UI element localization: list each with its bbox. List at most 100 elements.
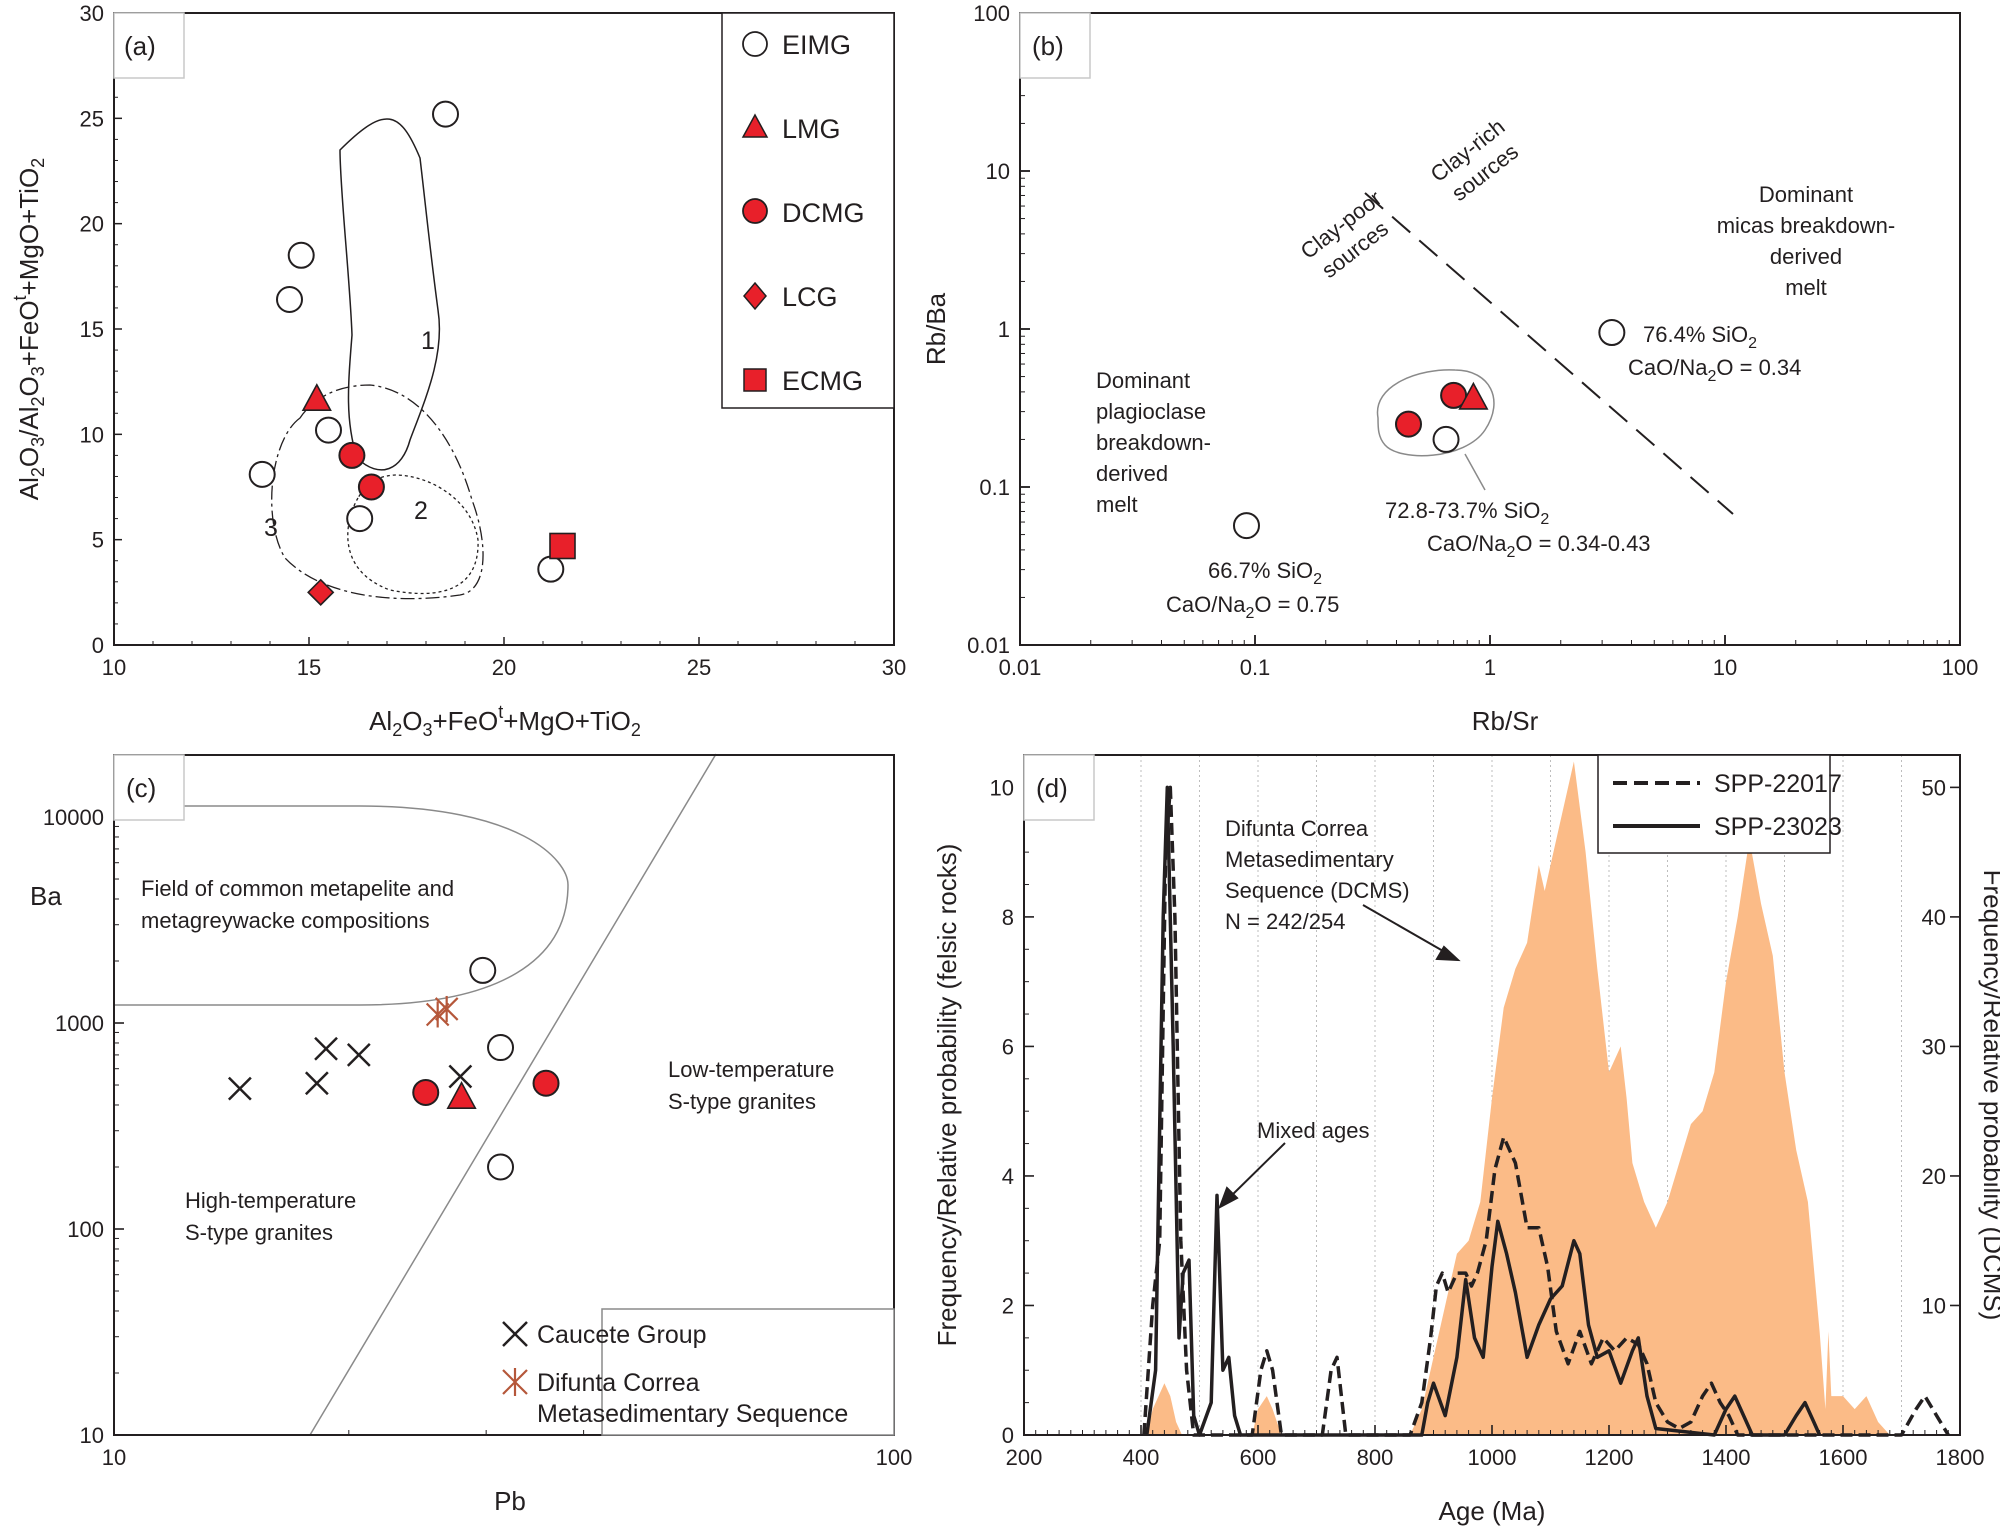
- d-xtick-label: 600: [1240, 1445, 1277, 1470]
- b-point-lmg: [1458, 381, 1489, 410]
- plag-text-2: plagioclase: [1096, 399, 1206, 424]
- c-ytick-label: 1000: [55, 1011, 104, 1036]
- legend-dcms-marker: [502, 1368, 528, 1396]
- a-ytick-label: 25: [80, 106, 104, 131]
- d-ytick-right-label: 30: [1922, 1034, 1946, 1059]
- c-point-eimg: [487, 1034, 515, 1062]
- d-ytick-right-label: 20: [1922, 1164, 1946, 1189]
- d-xtick-label: 1800: [1936, 1445, 1985, 1470]
- a-ytick-label: 0: [92, 633, 104, 658]
- legend-ecmg-marker: [743, 368, 767, 392]
- c-point-caucete-group: [304, 1071, 329, 1096]
- dcms-text-1: Difunta Correa: [1225, 816, 1369, 841]
- a-ytick-label: 20: [80, 212, 104, 237]
- legend-eimg-marker: [742, 31, 768, 57]
- micas-text-1: Dominant: [1759, 182, 1853, 207]
- annotation-667-cao: CaO/Na2O = 0.75: [1166, 592, 1339, 622]
- c-point-caucete-group: [314, 1036, 338, 1061]
- d-ytick-right-label: 50: [1922, 775, 1946, 800]
- panel-d-ylabel-left: Frequency/Relative probability (felsic r…: [932, 844, 962, 1347]
- panel-d: 200 400 600 800 1000 1200 1400 1600 1800 0 2 4 6 8 10 1…: [932, 754, 2000, 1526]
- c-point-eimg: [469, 956, 497, 984]
- a-ytick-label: 15: [80, 317, 104, 342]
- dcms-arrow: [1362, 904, 1461, 962]
- plagioclase-annotation: Dominant plagioclase breakdown- derived …: [1096, 368, 1211, 517]
- panel-d-label-box: (d): [1023, 754, 1095, 821]
- b-ytick-label: 1: [998, 317, 1010, 342]
- field-3-outline: [271, 384, 484, 600]
- panel-b-label: (b): [1032, 31, 1064, 61]
- a-point-dcmg: [357, 473, 385, 501]
- c-point-difunta-correa-metasedimentary-sequence: [434, 995, 459, 1022]
- b-xtick-label: 100: [1942, 655, 1979, 680]
- high-temp-text-1: High-temperature: [185, 1188, 356, 1213]
- panel-a-legend: EIMG LMG DCMG LCG ECMG: [721, 12, 895, 409]
- panel-d-legend: SPP-22017 SPP-23023: [1597, 754, 1842, 854]
- a-ytick-label: 30: [80, 1, 104, 26]
- dcms-text-4: N = 242/254: [1225, 909, 1345, 934]
- sample-group-outline: [1376, 369, 1495, 457]
- mixed-ages-text: Mixed ages: [1257, 1118, 1370, 1143]
- plag-text-1: Dominant: [1096, 368, 1190, 393]
- dcms-text-2: Metasedimentary: [1225, 847, 1394, 872]
- panel-c-frame: [113, 754, 895, 1436]
- dcms-text-3: Sequence (DCMS): [1225, 878, 1410, 903]
- panel-a-label-box: (a): [113, 12, 185, 79]
- low-temp-text-1: Low-temperature: [668, 1057, 834, 1082]
- a-xtick-label: 20: [492, 655, 516, 680]
- dcms-annotation: Difunta Correa Metasedimentary Sequence …: [1225, 816, 1410, 934]
- a-xtick-label: 10: [102, 655, 126, 680]
- a-point-eimg: [248, 460, 276, 488]
- micas-annotation: Dominant micas breakdown- derived melt: [1717, 182, 1896, 300]
- panel-c-xlabel: Pb: [494, 1486, 526, 1516]
- c-point-eimg: [487, 1153, 515, 1181]
- annotation-728-sio2: 72.8-73.7% SiO2: [1385, 498, 1549, 528]
- panel-d-series: [1142, 761, 1950, 1437]
- c-point-dcmg: [412, 1078, 440, 1106]
- legend-dcmg-marker: [742, 198, 768, 224]
- d-xtick-label: 1000: [1468, 1445, 1517, 1470]
- panel-d-ylabel-right: Frequency/Relative probability (DCMS): [1978, 870, 2000, 1321]
- c-xtick-label: 10: [102, 1445, 126, 1470]
- a-point-eimg: [287, 241, 315, 269]
- plag-text-3: breakdown-: [1096, 430, 1211, 455]
- a-point-eimg: [276, 286, 303, 314]
- d-series-spp-23023: [1145, 785, 1822, 1437]
- b-xtick-label: 0.01: [999, 655, 1042, 680]
- b-ytick-label: 10: [986, 159, 1010, 184]
- field-1-label: 1: [421, 327, 435, 355]
- legend-dcms-label-1: Difunta Correa: [537, 1369, 700, 1397]
- b-point-eimg: [1598, 319, 1626, 347]
- d-ytick-left-label: 0: [1002, 1423, 1014, 1448]
- panel-a-label: (a): [124, 31, 156, 61]
- panel-b-axes: 0.01 0.1 1 10 100 0.01 0.1 1 10 100: [967, 1, 1978, 680]
- b-point-eimg: [1232, 512, 1260, 540]
- legend-lcg-marker: [743, 281, 767, 311]
- clay-divider-line: [1364, 192, 1734, 515]
- c-point-dcmg: [532, 1069, 560, 1097]
- field-1-outline: [339, 118, 441, 471]
- panel-c-legend: Caucete Group Difunta Correa Metasedimen…: [502, 1308, 895, 1436]
- b-ytick-label: 0.01: [967, 633, 1010, 658]
- annotation-667-sio2: 66.7% SiO2: [1208, 558, 1322, 588]
- d-ytick-right-label: 40: [1922, 905, 1946, 930]
- a-xtick-label: 30: [882, 655, 906, 680]
- d-xtick-label: 1200: [1585, 1445, 1634, 1470]
- legend-eimg-label: EIMG: [782, 30, 851, 60]
- c-point-caucete-group: [448, 1064, 473, 1089]
- a-point-lmg: [301, 383, 332, 412]
- a-xtick-label: 15: [297, 655, 321, 680]
- metapelite-field: [114, 805, 569, 1006]
- d-xtick-label: 1400: [1702, 1445, 1751, 1470]
- c-point-lmg: [446, 1081, 477, 1109]
- panel-c: 10 100 10 100 1000 10000 (c) Ba Pb Field of c…: [30, 753, 912, 1516]
- b-point-dcmg: [1395, 410, 1423, 438]
- b-xtick-label: 0.1: [1240, 655, 1271, 680]
- panel-b-label-box: (b): [1019, 12, 1091, 79]
- d-series-dcms-area: [1146, 761, 1890, 1435]
- annotation-728-cao: CaO/Na2O = 0.34-0.43: [1427, 531, 1651, 561]
- d-series-spp-22017: [1142, 785, 1950, 1437]
- c-point-caucete-group: [346, 1043, 371, 1067]
- legend-lcg-label: LCG: [782, 282, 838, 312]
